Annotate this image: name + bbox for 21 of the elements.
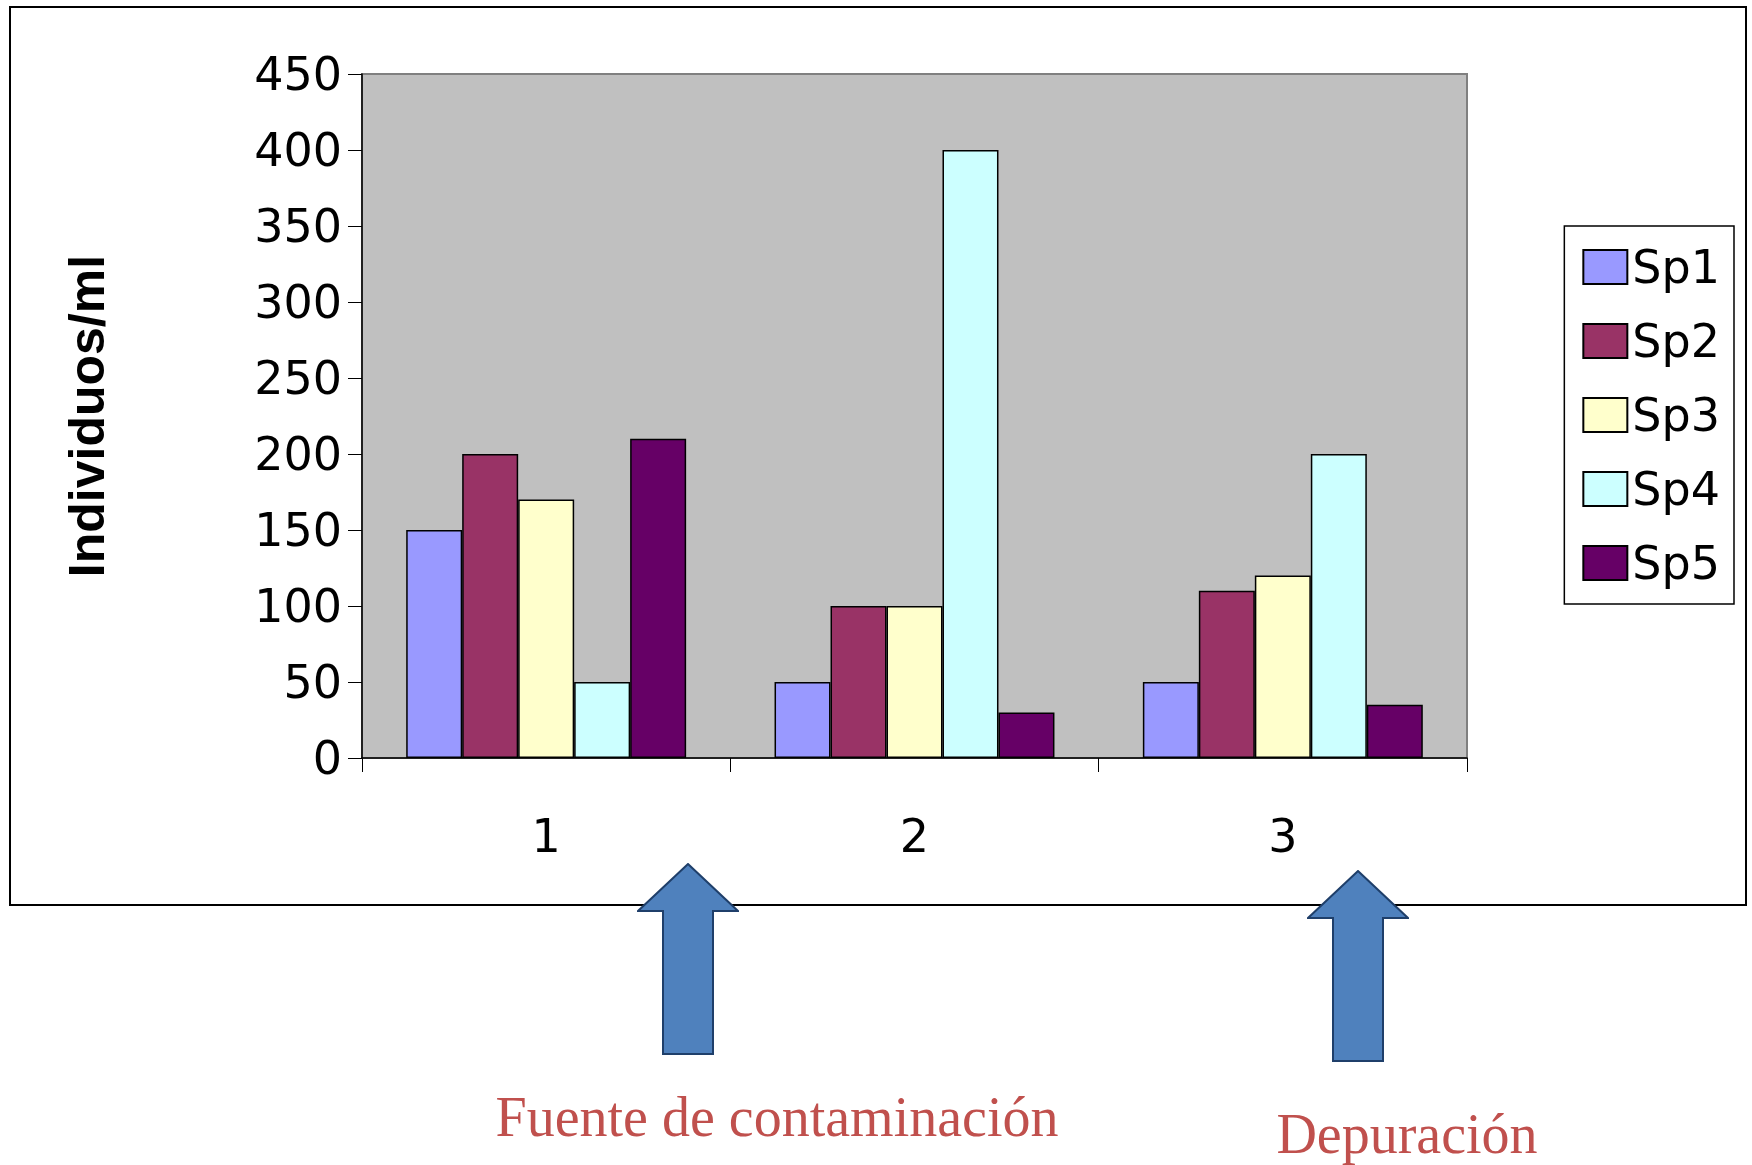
x-tick-label: 2 — [899, 809, 930, 863]
y-tick-label: 200 — [254, 427, 342, 481]
source-note: Fuente de contaminación — [495, 1085, 1059, 1149]
x-tick-label: 3 — [1268, 809, 1298, 863]
y-tick-label: 400 — [254, 123, 342, 177]
y-axis-title: Individuos/ml — [59, 254, 115, 578]
y-tick-label: 300 — [254, 275, 342, 329]
y-tick-label: 350 — [254, 199, 342, 253]
y-tick-label: 250 — [254, 351, 342, 405]
text: Depuración — [1276, 1102, 1538, 1165]
y-tick-label: 0 — [312, 731, 342, 785]
legend-label: Sp5 — [1632, 536, 1721, 590]
legend-label: Sp3 — [1632, 388, 1721, 442]
legend-label: Sp4 — [1632, 462, 1721, 516]
y-tick-label: 50 — [283, 655, 342, 709]
legend-label: Sp2 — [1632, 314, 1721, 368]
y-tick-label: 100 — [254, 579, 342, 633]
x-tick-label: 1 — [531, 809, 561, 863]
y-tick-label: 150 — [254, 503, 342, 557]
y-tick-label: 450 — [254, 47, 342, 101]
legend-label: Sp1 — [1632, 240, 1721, 294]
